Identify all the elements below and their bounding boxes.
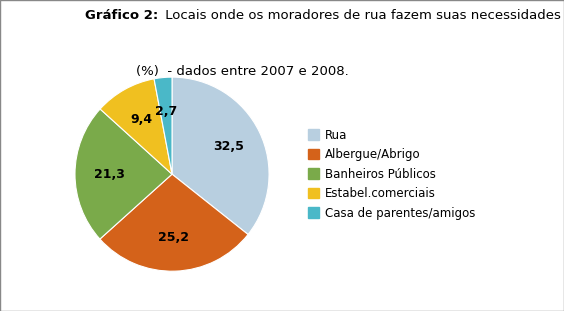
Text: Locais onde os moradores de rua fazem suas necessidades: Locais onde os moradores de rua fazem su…	[161, 9, 561, 22]
Wedge shape	[100, 174, 248, 271]
Wedge shape	[100, 79, 172, 174]
Text: 25,2: 25,2	[158, 231, 190, 244]
Text: (%)  - dados entre 2007 e 2008.: (%) - dados entre 2007 e 2008.	[136, 65, 349, 78]
Text: 32,5: 32,5	[213, 140, 244, 153]
Legend: Rua, Albergue/Abrigo, Banheiros Públicos, Estabel.comerciais, Casa de parentes/a: Rua, Albergue/Abrigo, Banheiros Públicos…	[304, 125, 479, 223]
Text: 9,4: 9,4	[130, 113, 152, 126]
Text: 2,7: 2,7	[155, 105, 177, 118]
Text: 21,3: 21,3	[94, 168, 125, 181]
Wedge shape	[75, 109, 172, 239]
Wedge shape	[154, 77, 172, 174]
Text: Gráfico 2:: Gráfico 2:	[85, 9, 158, 22]
Wedge shape	[172, 77, 269, 234]
